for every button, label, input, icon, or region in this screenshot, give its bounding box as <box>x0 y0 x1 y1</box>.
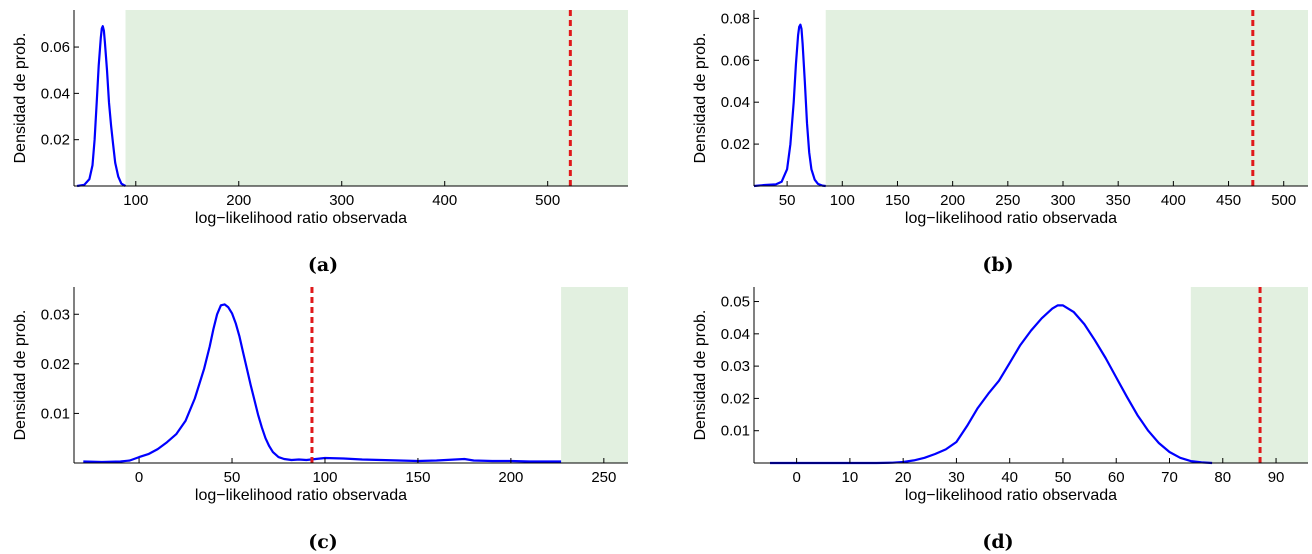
y-axis-label: Densidad de prob. <box>12 33 29 164</box>
x-tick-label: 100 <box>312 469 337 486</box>
x-tick-label: 0 <box>792 469 800 486</box>
x-tick-label: 100 <box>123 192 148 209</box>
y-axis-label: Densidad de prob. <box>12 310 29 441</box>
y-tick-label: 0.03 <box>41 306 70 323</box>
panel-caption: (b) <box>982 254 1013 276</box>
x-tick-label: 80 <box>1214 469 1231 486</box>
chart-panel-2: 0 50 100 150 200 250 0.01 0.02 0.03 log−likelihoo… <box>12 287 628 553</box>
x-tick-label: 350 <box>1106 192 1131 209</box>
x-tick-label: 60 <box>1108 469 1125 486</box>
y-tick-label: 0.02 <box>41 132 70 149</box>
x-axis-label: log−likelihood ratio observada <box>195 210 407 227</box>
x-tick-label: 30 <box>948 469 965 486</box>
x-tick-label: 300 <box>329 192 354 209</box>
x-tick-label: 90 <box>1268 469 1285 486</box>
x-axis-label: log−likelihood ratio observada <box>195 487 407 504</box>
x-tick-label: 450 <box>1216 192 1241 209</box>
rejection-region <box>125 10 628 186</box>
density-curve <box>753 23 826 188</box>
x-tick-label: 200 <box>226 192 251 209</box>
x-tick-label: 400 <box>432 192 457 209</box>
y-axis-label: Densidad de prob. <box>692 33 709 164</box>
y-tick-label: 0.02 <box>41 356 70 373</box>
x-tick-label: 200 <box>498 469 523 486</box>
x-axis-label: log−likelihood ratio observada <box>905 210 1117 227</box>
x-tick-label: 250 <box>591 469 616 486</box>
y-tick-label: 0.04 <box>41 85 70 102</box>
y-tick-label: 0.04 <box>721 326 750 343</box>
rejection-region <box>825 10 1308 186</box>
y-tick-label: 0.05 <box>721 294 750 311</box>
x-tick-label: 50 <box>224 469 241 486</box>
x-tick-label: 150 <box>885 192 910 209</box>
chart-panel-1: 50 100 150 200 250 300 350 400 450 500 0.02 0.04 0.0… <box>692 10 1308 276</box>
x-tick-label: 50 <box>779 192 796 209</box>
y-tick-label: 0.02 <box>721 390 750 407</box>
rejection-region <box>1190 287 1308 463</box>
chart-panel-3: 0 10 20 30 40 50 60 70 80 90 0.01 0.02 0.03 0.04 0.05 l… <box>692 287 1308 553</box>
x-tick-label: 0 <box>135 469 143 486</box>
x-tick-label: 40 <box>1001 469 1018 486</box>
x-tick-label: 300 <box>1050 192 1075 209</box>
y-tick-label: 0.08 <box>721 10 750 27</box>
x-tick-label: 500 <box>1271 192 1296 209</box>
x-tick-label: 70 <box>1161 469 1178 486</box>
y-tick-label: 0.01 <box>721 423 750 440</box>
x-tick-label: 500 <box>535 192 560 209</box>
x-tick-label: 20 <box>895 469 912 486</box>
density-curve <box>770 304 1213 465</box>
panel-caption: (d) <box>982 531 1013 553</box>
density-curve <box>83 303 562 464</box>
x-tick-label: 400 <box>1161 192 1186 209</box>
y-tick-label: 0.06 <box>721 52 750 69</box>
x-tick-label: 250 <box>995 192 1020 209</box>
panel-caption: (a) <box>308 254 338 276</box>
x-tick-label: 100 <box>830 192 855 209</box>
y-tick-label: 0.04 <box>721 94 750 111</box>
panel-caption: (c) <box>308 531 338 553</box>
x-tick-label: 150 <box>405 469 430 486</box>
x-axis-label: log−likelihood ratio observada <box>905 487 1117 504</box>
x-tick-label: 10 <box>842 469 859 486</box>
chart-panel-0: 100 200 300 400 500 0.02 0.04 0.06 log−likelihoo… <box>12 10 628 276</box>
x-tick-label: 200 <box>940 192 965 209</box>
y-axis-label: Densidad de prob. <box>692 310 709 441</box>
y-tick-label: 0.02 <box>721 136 750 153</box>
y-tick-label: 0.01 <box>41 405 70 422</box>
x-tick-label: 50 <box>1055 469 1072 486</box>
y-tick-label: 0.06 <box>41 39 70 56</box>
density-curve <box>76 25 127 188</box>
rejection-region <box>561 287 628 463</box>
y-tick-label: 0.03 <box>721 358 750 375</box>
